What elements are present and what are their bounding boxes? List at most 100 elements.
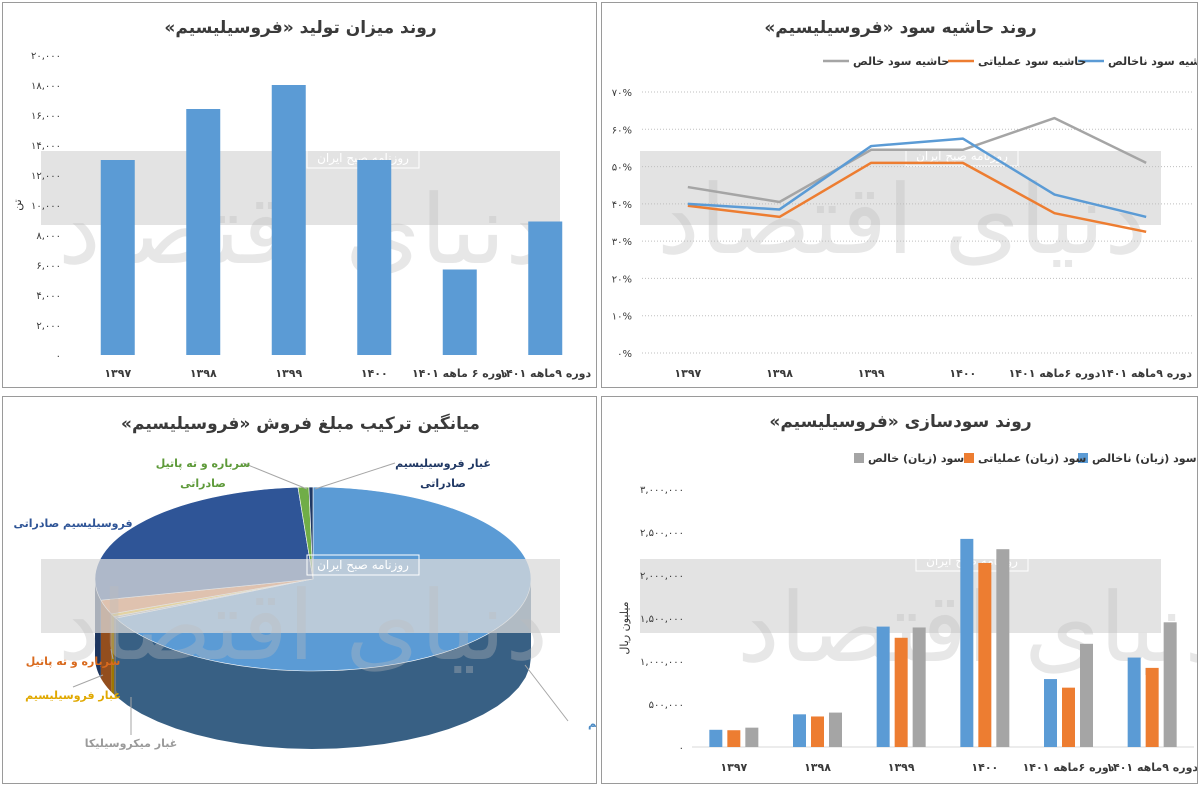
bar <box>1127 657 1141 747</box>
x-tick-label: ۱۳۹۹ <box>888 761 915 774</box>
bar <box>793 714 806 747</box>
bar <box>978 562 992 747</box>
sales-mix-chart: میانگین ترکیب مبلغ فروش «فروسیلیسیم» دنیا… <box>13 413 596 750</box>
y-tick-label: ۱۰,۰۰۰ <box>31 201 61 212</box>
bar <box>442 269 477 355</box>
chart-title: روند حاشیه سود «فروسیلیسیم» <box>764 18 1036 38</box>
pie-leader-line <box>110 648 114 660</box>
pie-label: غبار فروسیلیسیم صادراتی <box>395 457 491 490</box>
y-tick-label: ۲۰% <box>612 274 632 285</box>
pie-slice <box>308 486 314 580</box>
x-tick-label: ۱۳۹۹ <box>275 367 302 380</box>
bar <box>745 727 759 747</box>
legend-label: حاشیه سود عملیاتی <box>978 55 1086 68</box>
y-tick-label: ۱۴,۰۰۰ <box>31 141 61 152</box>
pie-slice-side <box>111 613 115 695</box>
legend-swatch <box>1078 453 1088 463</box>
bar <box>271 85 306 355</box>
bar <box>357 160 392 355</box>
pie-leader-line <box>524 664 569 722</box>
profit-chart: روند سودسازی «فروسیلیسیم» سود (زیان) ناخا… <box>618 412 1198 774</box>
legend-label: حاشیه سود خالص <box>853 55 949 68</box>
x-tick-label: ۱۳۹۸ <box>804 761 831 774</box>
bar <box>996 549 1010 747</box>
sales-mix-chart-panel: میانگین ترکیب مبلغ فروش «فروسیلیسیم» دنیا… <box>2 396 597 784</box>
y-tick-label: ۳,۰۰۰,۰۰۰ <box>640 485 684 496</box>
bar <box>528 221 563 355</box>
watermark-sub-text: روزنامه صبح ایران <box>317 558 409 573</box>
x-tick-label: دوره ۶ماهه ۱۴۰۱ <box>1009 367 1101 380</box>
x-tick-label: دوره ۹ماهه ۱۴۰۱ <box>499 367 591 380</box>
watermark-band <box>41 559 560 633</box>
legend-label: سود (زیان) خالص <box>868 452 964 465</box>
y-tick-label: ۲,۰۰۰ <box>36 321 61 332</box>
x-tick-label: ۱۳۹۹ <box>858 367 885 380</box>
legend-label: سود (زیان) ناخالص <box>1092 452 1197 465</box>
watermark-logo: دنیای اقتصاد <box>657 164 1147 276</box>
chart-title: روند میزان تولید «فروسیلیسیم» <box>164 18 436 38</box>
bar <box>709 729 723 747</box>
x-tick-label: دوره ۹ماهه ۱۴۰۱ <box>1100 367 1192 380</box>
pie-label: غبار فروسیلیسیم <box>25 689 121 702</box>
bar <box>1044 679 1057 747</box>
x-tick-label: ۱۴۰۰ <box>361 367 388 380</box>
y-tick-label: ۱۰% <box>612 312 632 323</box>
bar <box>876 626 890 747</box>
y-tick-label: ۴۰% <box>612 200 632 211</box>
y-tick-label: ۶,۰۰۰ <box>36 261 61 272</box>
y-tick-label: ۰% <box>617 349 632 360</box>
margin-chart-panel: روند حاشیه سود «فروسیلیسیم» حاشیه سود ناخ… <box>601 2 1198 388</box>
y-tick-label: ۵۰% <box>612 163 632 174</box>
bar <box>1062 687 1075 747</box>
y-tick-label: ۱,۵۰۰,۰۰۰ <box>640 614 684 625</box>
pie-label: فروسیلیسیم صادراتی <box>13 517 132 530</box>
x-tick-label: دوره ۶ماهه ۱۴۰۱ <box>1023 761 1115 774</box>
bar <box>894 637 908 747</box>
x-tick-label: ۱۳۹۷ <box>720 761 747 774</box>
bar <box>960 538 974 747</box>
watermark-band <box>640 559 1161 633</box>
y-tick-label: ۰ <box>679 743 684 754</box>
y-tick-label: ۲۰,۰۰۰ <box>31 51 61 62</box>
y-tick-label: ۱۸,۰۰۰ <box>31 81 61 92</box>
x-tick-label: ۱۳۹۷ <box>674 367 701 380</box>
bar <box>912 627 926 747</box>
series-line <box>687 116 1147 204</box>
bar <box>1163 622 1177 747</box>
x-tick-label: دوره ۶ ماهه ۱۴۰۱ <box>412 367 508 380</box>
y-tick-label: ۲,۰۰۰,۰۰۰ <box>640 571 684 582</box>
y-tick-label: ۸,۰۰۰ <box>36 231 61 242</box>
production-chart-panel: روند میزان تولید «فروسیلیسیم»دنیای اقتصا… <box>2 2 597 388</box>
watermark-logo: دنیای اقتصاد <box>58 570 548 682</box>
watermark-sub-box <box>905 145 1019 167</box>
y-tick-label: ۱۶,۰۰۰ <box>31 111 61 122</box>
profit-chart-panel: روند سودسازی «فروسیلیسیم» سود (زیان) ناخا… <box>601 396 1198 784</box>
pie-slice-side <box>114 616 116 697</box>
x-tick-label: ۱۳۹۸ <box>766 367 793 380</box>
y-tick-label: ۲,۵۰۰,۰۰۰ <box>640 528 684 539</box>
y-tick-label: ۷۰% <box>612 88 632 99</box>
chart-title: میانگین ترکیب مبلغ فروش «فروسیلیسیم» <box>121 413 480 434</box>
legend-label: حاشیه سود ناخالص <box>1108 55 1198 68</box>
production-chart: روند میزان تولید «فروسیلیسیم»دنیای اقتصا… <box>11 18 592 380</box>
x-tick-label: ۱۴۰۰ <box>949 367 976 380</box>
pie-leader-line <box>242 462 308 490</box>
y-axis-label: میلیون ریال <box>618 601 631 654</box>
pie-leader-line <box>314 462 396 490</box>
bar <box>811 716 824 747</box>
margin-chart: روند حاشیه سود «فروسیلیسیم» حاشیه سود ناخ… <box>612 18 1198 380</box>
x-tick-label: دوره ۹ماهه ۱۴۰۱ <box>1106 761 1198 774</box>
chart-title: روند سودسازی «فروسیلیسیم» <box>769 412 1031 432</box>
watermark-sub-box <box>306 554 420 576</box>
bar <box>1145 667 1159 747</box>
bar <box>829 712 842 747</box>
pie-label: غبار میکروسیلیکا <box>85 737 178 750</box>
y-tick-label: ۵۰۰,۰۰۰ <box>649 700 684 711</box>
y-tick-label: ۱۲,۰۰۰ <box>31 171 61 182</box>
series-line <box>687 137 1147 219</box>
series-line <box>687 161 1147 234</box>
pie-leader-line <box>72 674 104 688</box>
y-tick-label: ۰ <box>56 351 61 362</box>
pie-slice-side <box>115 579 531 749</box>
legend-label: سود (زیان) عملیاتی <box>978 452 1086 465</box>
